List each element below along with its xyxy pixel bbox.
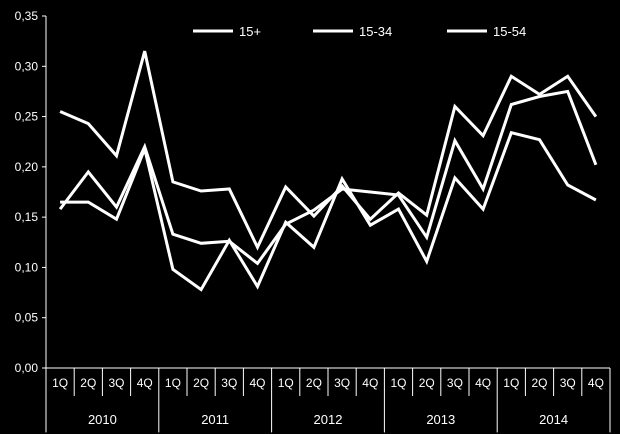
x-tick-label: 4Q xyxy=(249,376,265,390)
group-label: 2011 xyxy=(201,412,229,427)
x-tick-label: 1Q xyxy=(503,376,519,390)
x-tick-label: 1Q xyxy=(52,376,68,390)
series-lines xyxy=(58,50,598,292)
group-label: 2010 xyxy=(88,412,117,427)
x-tick-label: 2Q xyxy=(306,376,322,390)
x-tick-label: 2Q xyxy=(193,376,209,390)
legend-label: 15-34 xyxy=(359,24,392,39)
y-tick-label: 0,00 xyxy=(15,361,39,375)
x-tick-label: 1Q xyxy=(165,376,181,390)
x-tick-label: 2Q xyxy=(80,376,96,390)
x-tick-label: 3Q xyxy=(334,376,350,390)
legend-label: 15-54 xyxy=(493,24,526,39)
x-tick-label: 4Q xyxy=(362,376,378,390)
axes: 0,00 0,05 0,10 0,15 0,20 0,25 0,30 0,35 1Q 2Q 3Q 4Q… xyxy=(15,9,611,433)
y-tick-label: 0,25 xyxy=(15,110,39,124)
y-tick-label: 0,30 xyxy=(15,59,39,73)
x-tick-label: 4Q xyxy=(588,376,604,390)
x-tick-label: 3Q xyxy=(221,376,237,390)
series-line-15+ xyxy=(60,130,597,292)
group-label: 2012 xyxy=(314,412,343,427)
y-tick-label: 0,10 xyxy=(15,260,39,274)
series-line-15-54 xyxy=(58,89,598,266)
group-label: 2013 xyxy=(426,412,455,427)
x-tick-label: 2Q xyxy=(419,376,435,390)
x-tick-label: 3Q xyxy=(560,376,576,390)
y-tick-label: 0,15 xyxy=(15,210,39,224)
y-tick-label: 0,35 xyxy=(15,9,39,23)
x-tick-label: 1Q xyxy=(390,376,406,390)
legend: 15+ 15-34 15-54 xyxy=(193,24,526,39)
x-tick-label: 1Q xyxy=(278,376,294,390)
legend-label: 15+ xyxy=(239,24,261,39)
x-tick-label: 4Q xyxy=(475,376,491,390)
x-tick-label: 2Q xyxy=(531,376,547,390)
x-tick-label: 3Q xyxy=(108,376,124,390)
group-label: 2014 xyxy=(539,412,568,427)
y-tick-label: 0,05 xyxy=(15,311,39,325)
x-tick-label: 3Q xyxy=(447,376,463,390)
y-tick-label: 0,20 xyxy=(15,160,39,174)
x-tick-label: 4Q xyxy=(137,376,153,390)
